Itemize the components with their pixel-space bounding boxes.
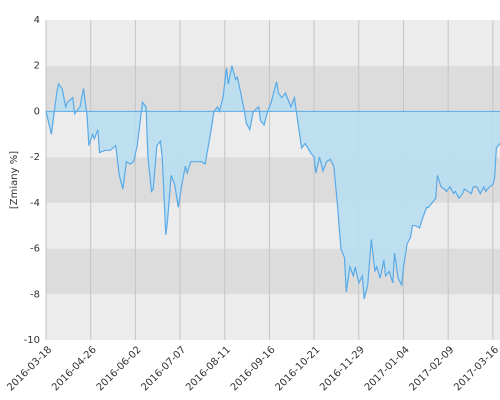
y-tick-label: -8 — [30, 289, 40, 300]
x-tick-label: 2017-01-04 — [363, 344, 412, 393]
y-tick-label: 0 — [34, 106, 40, 117]
y-tick-label: 4 — [34, 15, 40, 26]
band — [46, 294, 500, 340]
x-tick-label: 2016-04-26 — [50, 344, 99, 393]
band — [46, 20, 500, 66]
band — [46, 202, 500, 249]
x-tick-label: 2016-03-18 — [5, 344, 54, 393]
y-tick-label: -2 — [30, 152, 40, 163]
x-tick-label: 2016-08-11 — [184, 344, 233, 393]
x-tick-label: 2016-09-16 — [229, 344, 278, 393]
y-tick-label: 2 — [34, 61, 40, 72]
x-tick-label: 2016-11-29 — [318, 344, 367, 393]
x-tick-label: 2017-03-16 — [452, 344, 500, 393]
x-tick-label: 2017-02-09 — [408, 344, 457, 393]
y-axis-label: [Zmiany %] — [9, 151, 20, 209]
y-tick-label: -10 — [24, 335, 40, 346]
x-tick-label: 2016-06-02 — [95, 344, 144, 393]
x-tick-label: 2016-07-07 — [139, 344, 188, 393]
y-tick-label: -6 — [30, 244, 40, 255]
y-tick-label: -4 — [30, 198, 40, 209]
band — [46, 248, 500, 295]
x-tick-label: 2016-10-21 — [273, 344, 322, 393]
line — [45, 65, 500, 300]
area — [46, 65, 500, 299]
